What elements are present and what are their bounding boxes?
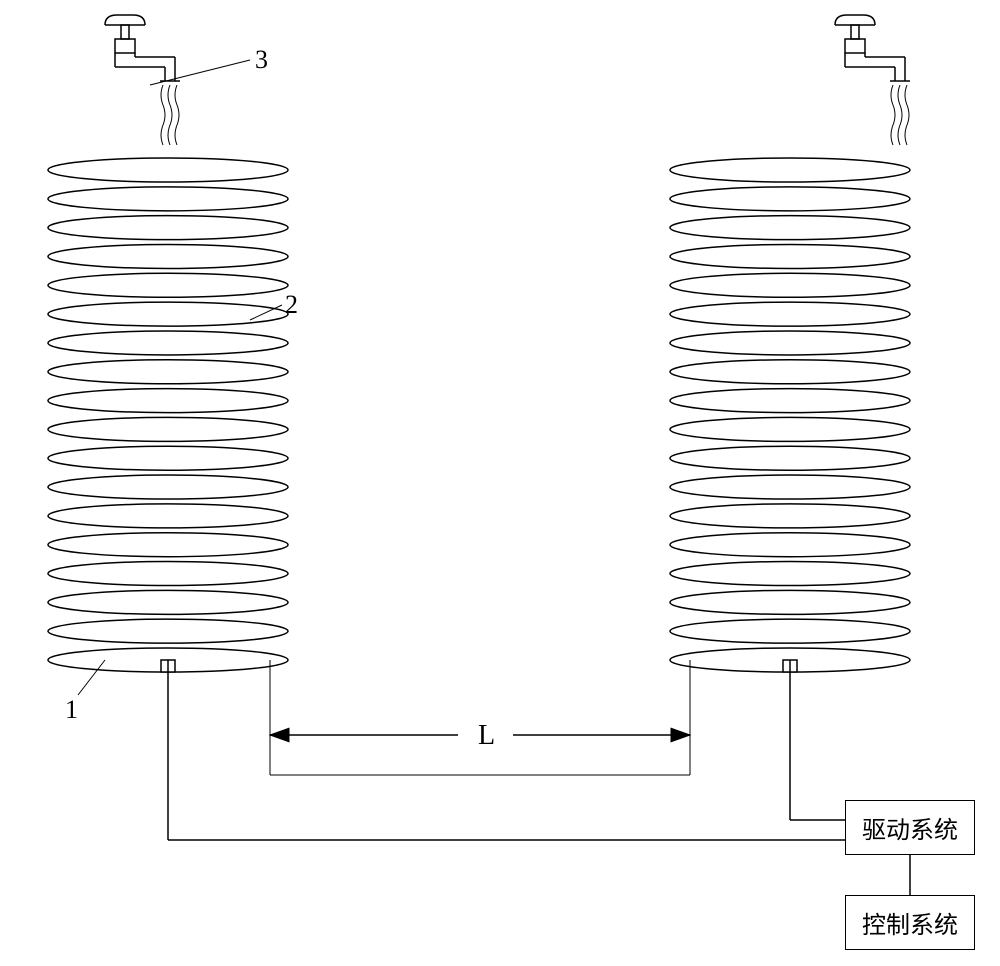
dimension-label: L xyxy=(478,720,495,752)
dimension-l xyxy=(270,660,690,775)
reference-number-1: 1 xyxy=(65,695,78,725)
reference-number-3: 3 xyxy=(255,45,268,75)
control-system-label: 控制系统 xyxy=(862,905,958,940)
brush-right xyxy=(670,158,910,672)
diagram-canvas: 驱动系统 控制系统 L 1 2 3 xyxy=(0,0,1000,966)
drive-system-label: 驱动系统 xyxy=(862,810,958,845)
faucet-right xyxy=(835,15,910,145)
wires xyxy=(168,660,910,895)
reference-number-2: 2 xyxy=(285,290,298,320)
brush-left xyxy=(48,158,288,672)
control-system-box: 控制系统 xyxy=(845,895,975,950)
drive-system-box: 驱动系统 xyxy=(845,800,975,855)
